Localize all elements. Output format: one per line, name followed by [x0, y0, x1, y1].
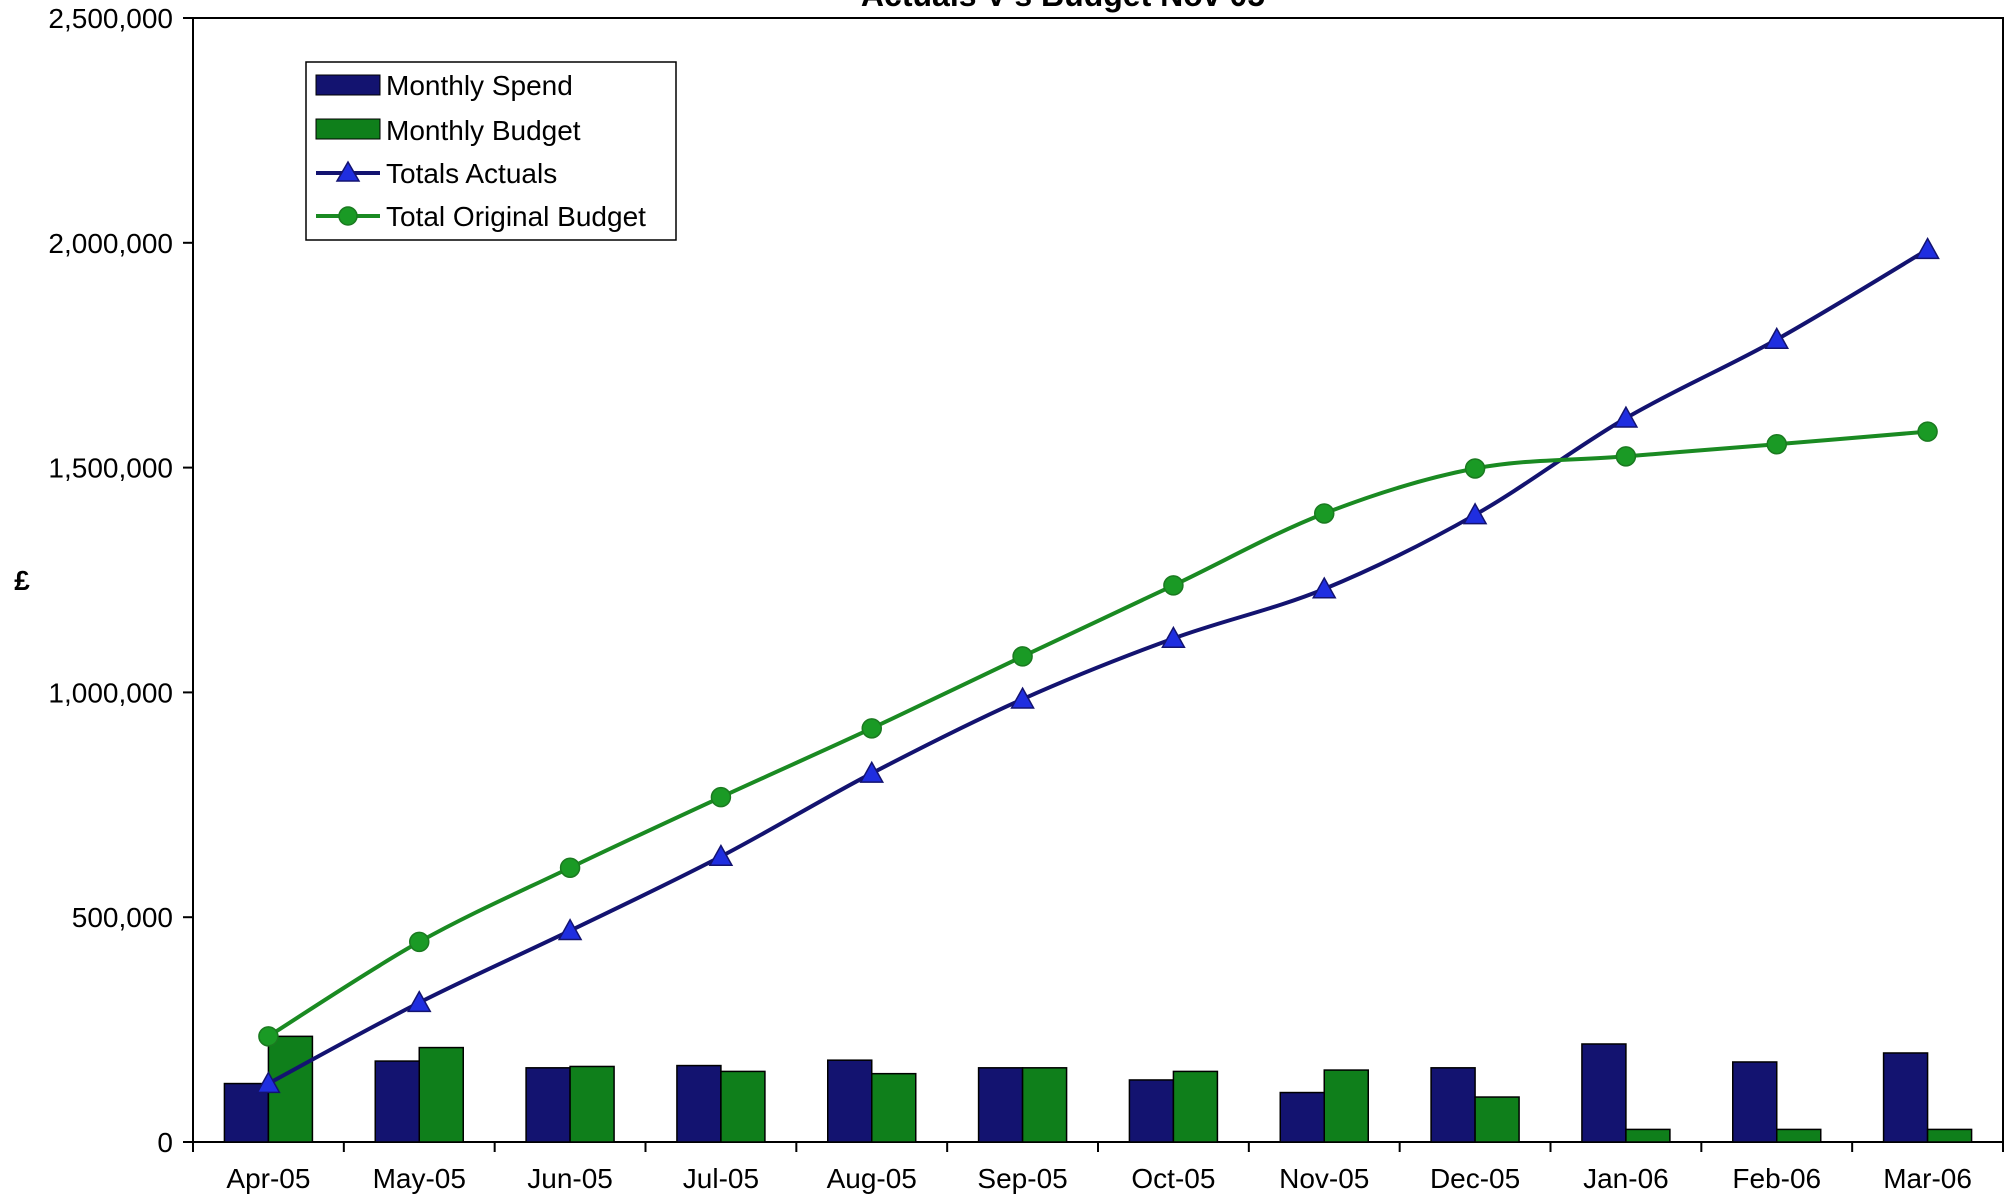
legend-swatch-monthly-spend	[315, 74, 381, 96]
x-tick-label: Mar-06	[1883, 1163, 1972, 1194]
legend-label-totals-actuals: Totals Actuals	[386, 158, 557, 189]
y-tick-label: 2,500,000	[48, 3, 173, 34]
bar-monthly-budget	[720, 1070, 766, 1143]
point-totals-actuals	[1311, 576, 1337, 599]
point-totals-actuals	[1161, 625, 1186, 648]
bar-monthly-budget	[1926, 1128, 1973, 1143]
x-tick-label: Oct-05	[1131, 1163, 1215, 1194]
point-totals-actuals	[708, 843, 734, 867]
y-tick-label: 500,000	[72, 902, 173, 933]
bar-monthly-budget	[871, 1072, 917, 1143]
bar-monthly-spend	[223, 1082, 270, 1143]
bar-monthly-budget	[1021, 1067, 1068, 1143]
y-axis: 0 500,000 1,000,000 1,500,000 2,000,000 2,500…	[48, 3, 193, 1158]
y-tick-label: 1,500,000	[48, 453, 173, 484]
line-total-original-budget	[267, 429, 1928, 1039]
point-totals-actuals	[1915, 236, 1940, 260]
point-total-original-budget	[409, 931, 430, 953]
bar-monthly-spend	[1581, 1043, 1627, 1143]
legend-swatch-monthly-budget	[315, 118, 381, 140]
bar-monthly-budget	[1323, 1069, 1369, 1143]
bar-monthly-budget	[267, 1035, 314, 1143]
point-total-original-budget	[1163, 575, 1184, 596]
bar-monthly-spend	[1732, 1061, 1778, 1143]
x-tick-label: Feb-06	[1732, 1163, 1821, 1194]
point-totals-actuals	[557, 918, 583, 941]
point-total-original-budget	[710, 786, 732, 808]
legend-label-monthly-spend: Monthly Spend	[386, 70, 573, 101]
point-total-original-budget	[1012, 646, 1033, 667]
legend-label-total-original-budget: Total Original Budget	[386, 201, 646, 232]
y-tick-label: 1,000,000	[48, 677, 173, 708]
x-tick-label: May-05	[373, 1163, 466, 1194]
x-tick-label: Dec-05	[1430, 1163, 1520, 1194]
legend-marker-total-original-budget	[338, 206, 358, 226]
legend: Monthly Spend Monthly Budget Totals Actu…	[305, 61, 677, 241]
bar-monthly-spend	[1128, 1079, 1175, 1143]
line-totals-actuals	[267, 247, 1929, 1086]
point-total-original-budget	[1917, 421, 1938, 442]
legend-label-monthly-budget: Monthly Budget	[386, 115, 581, 146]
point-total-original-budget	[1314, 503, 1335, 524]
point-totals-actuals	[1613, 405, 1639, 428]
y-tick-label: 2,000,000	[48, 228, 173, 259]
x-tick-label: Aug-05	[827, 1163, 917, 1194]
bar-monthly-spend	[1430, 1067, 1476, 1143]
x-tick-label: Jul-05	[683, 1163, 759, 1194]
x-tick-label: Nov-05	[1279, 1163, 1369, 1194]
x-tick-label: Jun-05	[527, 1163, 613, 1194]
x-axis: Apr-05 May-05 Jun-05 Jul-05 Aug-05 Sep-05 Oct-…	[192, 1142, 2004, 1194]
point-total-original-budget	[559, 857, 581, 878]
point-total-original-budget	[1615, 446, 1637, 467]
bar-monthly-spend	[525, 1067, 571, 1143]
bar-monthly-budget	[569, 1065, 615, 1143]
legend-marker-totals-actuals	[335, 160, 361, 182]
bar-monthly-budget	[1776, 1128, 1822, 1143]
point-totals-actuals	[1764, 326, 1790, 350]
point-totals-actuals	[256, 1071, 281, 1094]
point-totals-actuals	[859, 760, 885, 783]
point-total-original-budget	[1766, 433, 1787, 455]
y-axis-label: £	[14, 565, 30, 596]
x-tick-label: Apr-05	[226, 1163, 310, 1194]
line-series	[256, 236, 1940, 1094]
bar-monthly-spend	[1279, 1091, 1325, 1143]
point-totals-actuals	[406, 990, 432, 1013]
chart-title: Actuals V's Budget Nov 05	[861, 0, 1265, 13]
bar-monthly-spend	[827, 1059, 873, 1143]
bar-monthly-spend	[977, 1067, 1024, 1143]
bar-monthly-spend	[676, 1064, 722, 1143]
point-totals-actuals	[1462, 502, 1488, 525]
point-total-original-budget	[861, 718, 882, 739]
bar-monthly-spend	[1882, 1052, 1929, 1143]
bar-monthly-budget	[1625, 1128, 1671, 1143]
point-total-original-budget	[258, 1026, 279, 1047]
bar-series	[223, 1035, 1973, 1143]
point-total-original-budget	[1464, 458, 1486, 479]
bar-monthly-spend	[374, 1060, 420, 1143]
x-tick-label: Sep-05	[977, 1163, 1067, 1194]
x-tick-label: Jan-06	[1583, 1163, 1669, 1194]
point-totals-actuals	[1010, 686, 1035, 709]
bar-monthly-budget	[1172, 1070, 1219, 1143]
bar-monthly-budget	[1474, 1096, 1520, 1143]
bar-monthly-budget	[418, 1046, 464, 1143]
y-tick-label: 0	[157, 1127, 173, 1158]
